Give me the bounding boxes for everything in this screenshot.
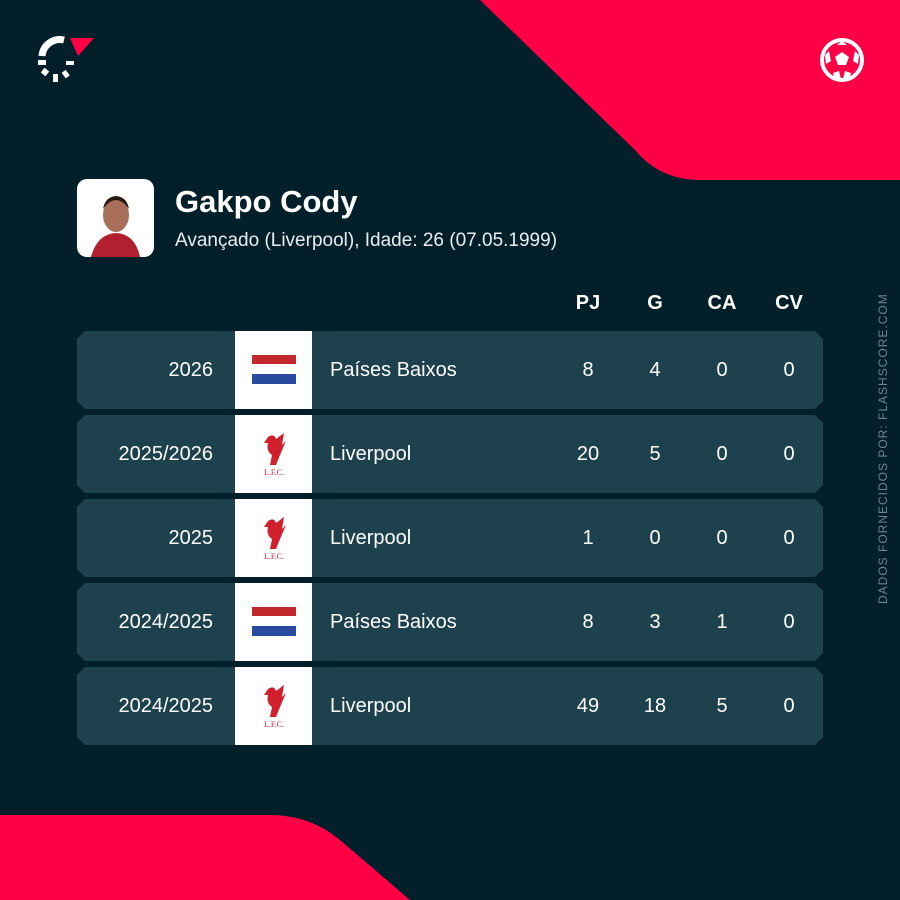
- stat-cv: 0: [783, 611, 795, 633]
- season: 2025/2026: [118, 443, 213, 465]
- player-photo: [77, 179, 154, 257]
- season: 2024/2025: [118, 611, 213, 633]
- team-logo: [235, 331, 312, 409]
- stat-pj: 8: [582, 359, 594, 381]
- header-ca: CA: [707, 292, 737, 314]
- netherlands-flag-icon: [252, 607, 296, 636]
- team-name: Liverpool: [330, 527, 412, 549]
- stat-pj: 49: [576, 695, 600, 717]
- svg-text:L.F.C.: L.F.C.: [264, 552, 284, 561]
- table-row: 2025 L.F.C. Liverpool 1 0 0 0: [77, 499, 823, 577]
- stat-cv: 0: [783, 443, 795, 465]
- season: 2025: [168, 527, 214, 549]
- stat-pj: 1: [582, 527, 594, 549]
- stat-ca: 1: [716, 611, 728, 633]
- team-logo: L.F.C.: [235, 415, 312, 493]
- table-row: 2026 Países Baixos 8 4 0 0: [77, 331, 823, 409]
- stat-g: 3: [649, 611, 661, 633]
- team-name: Liverpool: [330, 695, 412, 717]
- header-g: G: [647, 292, 663, 314]
- header-pj: PJ: [575, 292, 601, 314]
- football-icon: [820, 38, 864, 82]
- stat-ca: 5: [716, 695, 728, 717]
- stat-ca: 0: [716, 359, 728, 381]
- table-row: 2025/2026 L.F.C. Liverpool 20 5 0 0: [77, 415, 823, 493]
- stat-ca: 0: [716, 443, 728, 465]
- liverpool-crest-icon: L.F.C.: [264, 433, 286, 477]
- stat-g: 5: [649, 443, 661, 465]
- stat-g: 4: [649, 359, 661, 381]
- netherlands-flag-icon: [252, 355, 296, 384]
- stat-pj: 8: [582, 611, 594, 633]
- season: 2026: [168, 359, 214, 381]
- stat-g: 18: [643, 695, 667, 717]
- flashscore-logo: [38, 36, 94, 82]
- season: 2024/2025: [118, 695, 213, 717]
- team-name: Liverpool: [330, 443, 412, 465]
- liverpool-crest-icon: L.F.C.: [264, 685, 286, 729]
- team-logo: [235, 583, 312, 661]
- team-logo: L.F.C.: [235, 499, 312, 577]
- player-name: Gakpo Cody: [175, 184, 358, 219]
- stat-cv: 0: [783, 359, 795, 381]
- player-details: Avançado (Liverpool), Idade: 26 (07.05.1…: [175, 230, 558, 251]
- stat-pj: 20: [576, 443, 600, 465]
- svg-text:L.F.C.: L.F.C.: [264, 720, 284, 729]
- header-cv: CV: [775, 292, 803, 314]
- liverpool-crest-icon: L.F.C.: [264, 517, 286, 561]
- stat-ca: 0: [716, 527, 728, 549]
- team-name: Países Baixos: [330, 359, 457, 381]
- data-credit: DADOS FORNECIDOS POR: FLASHSCORE.COM: [876, 293, 890, 604]
- stat-g: 0: [649, 527, 661, 549]
- table-row: 2024/2025 Países Baixos 8 3 1 0: [77, 583, 823, 661]
- team-logo: L.F.C.: [235, 667, 312, 745]
- team-name: Países Baixos: [330, 611, 457, 633]
- svg-text:L.F.C.: L.F.C.: [264, 468, 284, 477]
- table-row: 2024/2025 L.F.C. Liverpool 49 18 5 0: [77, 667, 823, 745]
- stat-cv: 0: [783, 527, 795, 549]
- stat-cv: 0: [783, 695, 795, 717]
